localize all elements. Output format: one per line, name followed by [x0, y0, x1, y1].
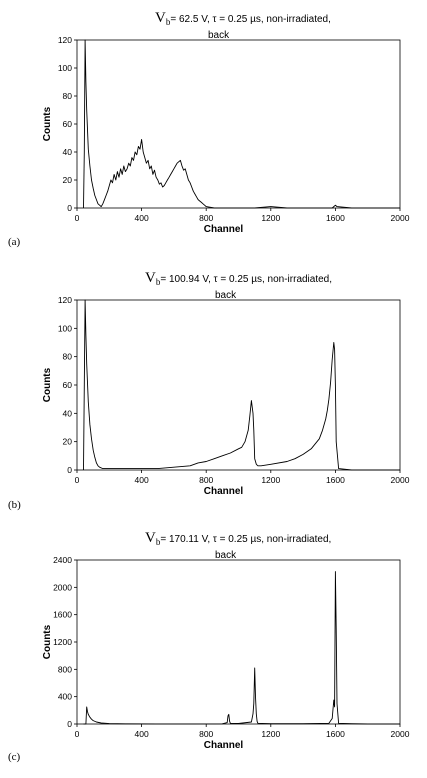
title-v: V	[145, 530, 156, 546]
title-v: V	[145, 270, 156, 286]
x-tick-label: 0	[75, 475, 80, 485]
title-subscript: b	[156, 277, 161, 287]
y-tick-label: 80	[63, 91, 73, 101]
y-tick-label: 2000	[53, 582, 72, 592]
x-tick-label: 400	[135, 475, 149, 485]
plot-frame	[76, 559, 401, 725]
chart-title-line2: back	[208, 30, 230, 41]
y-tick-label: 100	[58, 63, 72, 73]
y-tick-label: 2400	[53, 555, 72, 565]
x-tick-label: 1600	[326, 729, 345, 739]
x-tick-label: 800	[199, 213, 213, 223]
panel-label: (a)	[8, 236, 21, 248]
title-rest: = 62.5 V, τ = 0.25 µs, non-irradiated,	[170, 14, 331, 25]
title-rest: = 100.94 V, τ = 0.25 µs, non-irradiated,	[160, 274, 332, 285]
x-tick-label: 2000	[391, 475, 410, 485]
x-tick-label: 1600	[326, 475, 345, 485]
chart-title-line2: back	[215, 290, 237, 301]
y-tick-label: 0	[67, 465, 72, 475]
x-tick-label: 1200	[261, 213, 280, 223]
y-tick-label: 20	[63, 175, 73, 185]
x-tick-label: 400	[135, 213, 149, 223]
x-axis-label: Channel	[204, 486, 244, 497]
y-tick-label: 400	[58, 692, 72, 702]
x-axis-label: Channel	[204, 224, 244, 235]
y-tick-label: 20	[63, 437, 73, 447]
x-tick-label: 1200	[261, 475, 280, 485]
y-tick-label: 60	[63, 380, 73, 390]
x-tick-label: 0	[75, 213, 80, 223]
y-tick-label: 40	[63, 147, 73, 157]
x-tick-label: 2000	[391, 729, 410, 739]
y-tick-label: 40	[63, 408, 73, 418]
title-subscript: b	[156, 537, 161, 547]
y-tick-label: 120	[58, 35, 72, 45]
title-rest: = 170.11 V, τ = 0.25 µs, non-irradiated,	[160, 534, 331, 545]
chart-title: Vb= 100.94 V, τ = 0.25 µs, non-irradiate…	[145, 270, 332, 287]
x-tick-label: 1200	[261, 729, 280, 739]
y-tick-label: 120	[58, 295, 72, 305]
plot-frame	[76, 299, 401, 471]
chart-panel-3: Vb= 170.11 V, τ = 0.25 µs, non-irradiate…	[8, 530, 410, 763]
x-tick-label: 400	[135, 729, 149, 739]
panel-label: (b)	[8, 499, 21, 511]
y-tick-label: 0	[67, 719, 72, 729]
y-tick-label: 80	[63, 352, 73, 362]
panel-label: (c)	[8, 751, 21, 763]
chart-title-line2: back	[215, 550, 237, 561]
plot-frame	[76, 39, 401, 209]
x-axis-label: Channel	[204, 740, 244, 751]
chart-title: Vb= 170.11 V, τ = 0.25 µs, non-irradiate…	[145, 530, 331, 547]
series-line-1	[83, 571, 400, 725]
y-axis-label: Counts	[42, 367, 53, 402]
chart-panel-1: Vb= 62.5 V, τ = 0.25 µs, non-irradiated,…	[8, 10, 410, 248]
y-tick-label: 1200	[53, 637, 72, 647]
x-tick-label: 0	[75, 729, 80, 739]
chart-title: Vb= 62.5 V, τ = 0.25 µs, non-irradiated,	[155, 10, 331, 27]
chart-panel-2: Vb= 100.94 V, τ = 0.25 µs, non-irradiate…	[8, 270, 410, 511]
x-tick-label: 1600	[326, 213, 345, 223]
y-tick-label: 60	[63, 119, 73, 129]
y-tick-label: 100	[58, 323, 72, 333]
y-tick-label: 800	[58, 664, 72, 674]
series-line-1	[83, 299, 400, 471]
x-tick-label: 800	[199, 475, 213, 485]
x-tick-label: 800	[199, 729, 213, 739]
y-tick-label: 1600	[53, 610, 72, 620]
title-subscript: b	[166, 17, 171, 27]
series-line-1	[83, 39, 400, 209]
y-axis-label: Counts	[42, 624, 53, 659]
title-v: V	[155, 10, 166, 26]
y-axis-label: Counts	[42, 106, 53, 141]
y-tick-label: 0	[67, 203, 72, 213]
x-tick-label: 2000	[391, 213, 410, 223]
